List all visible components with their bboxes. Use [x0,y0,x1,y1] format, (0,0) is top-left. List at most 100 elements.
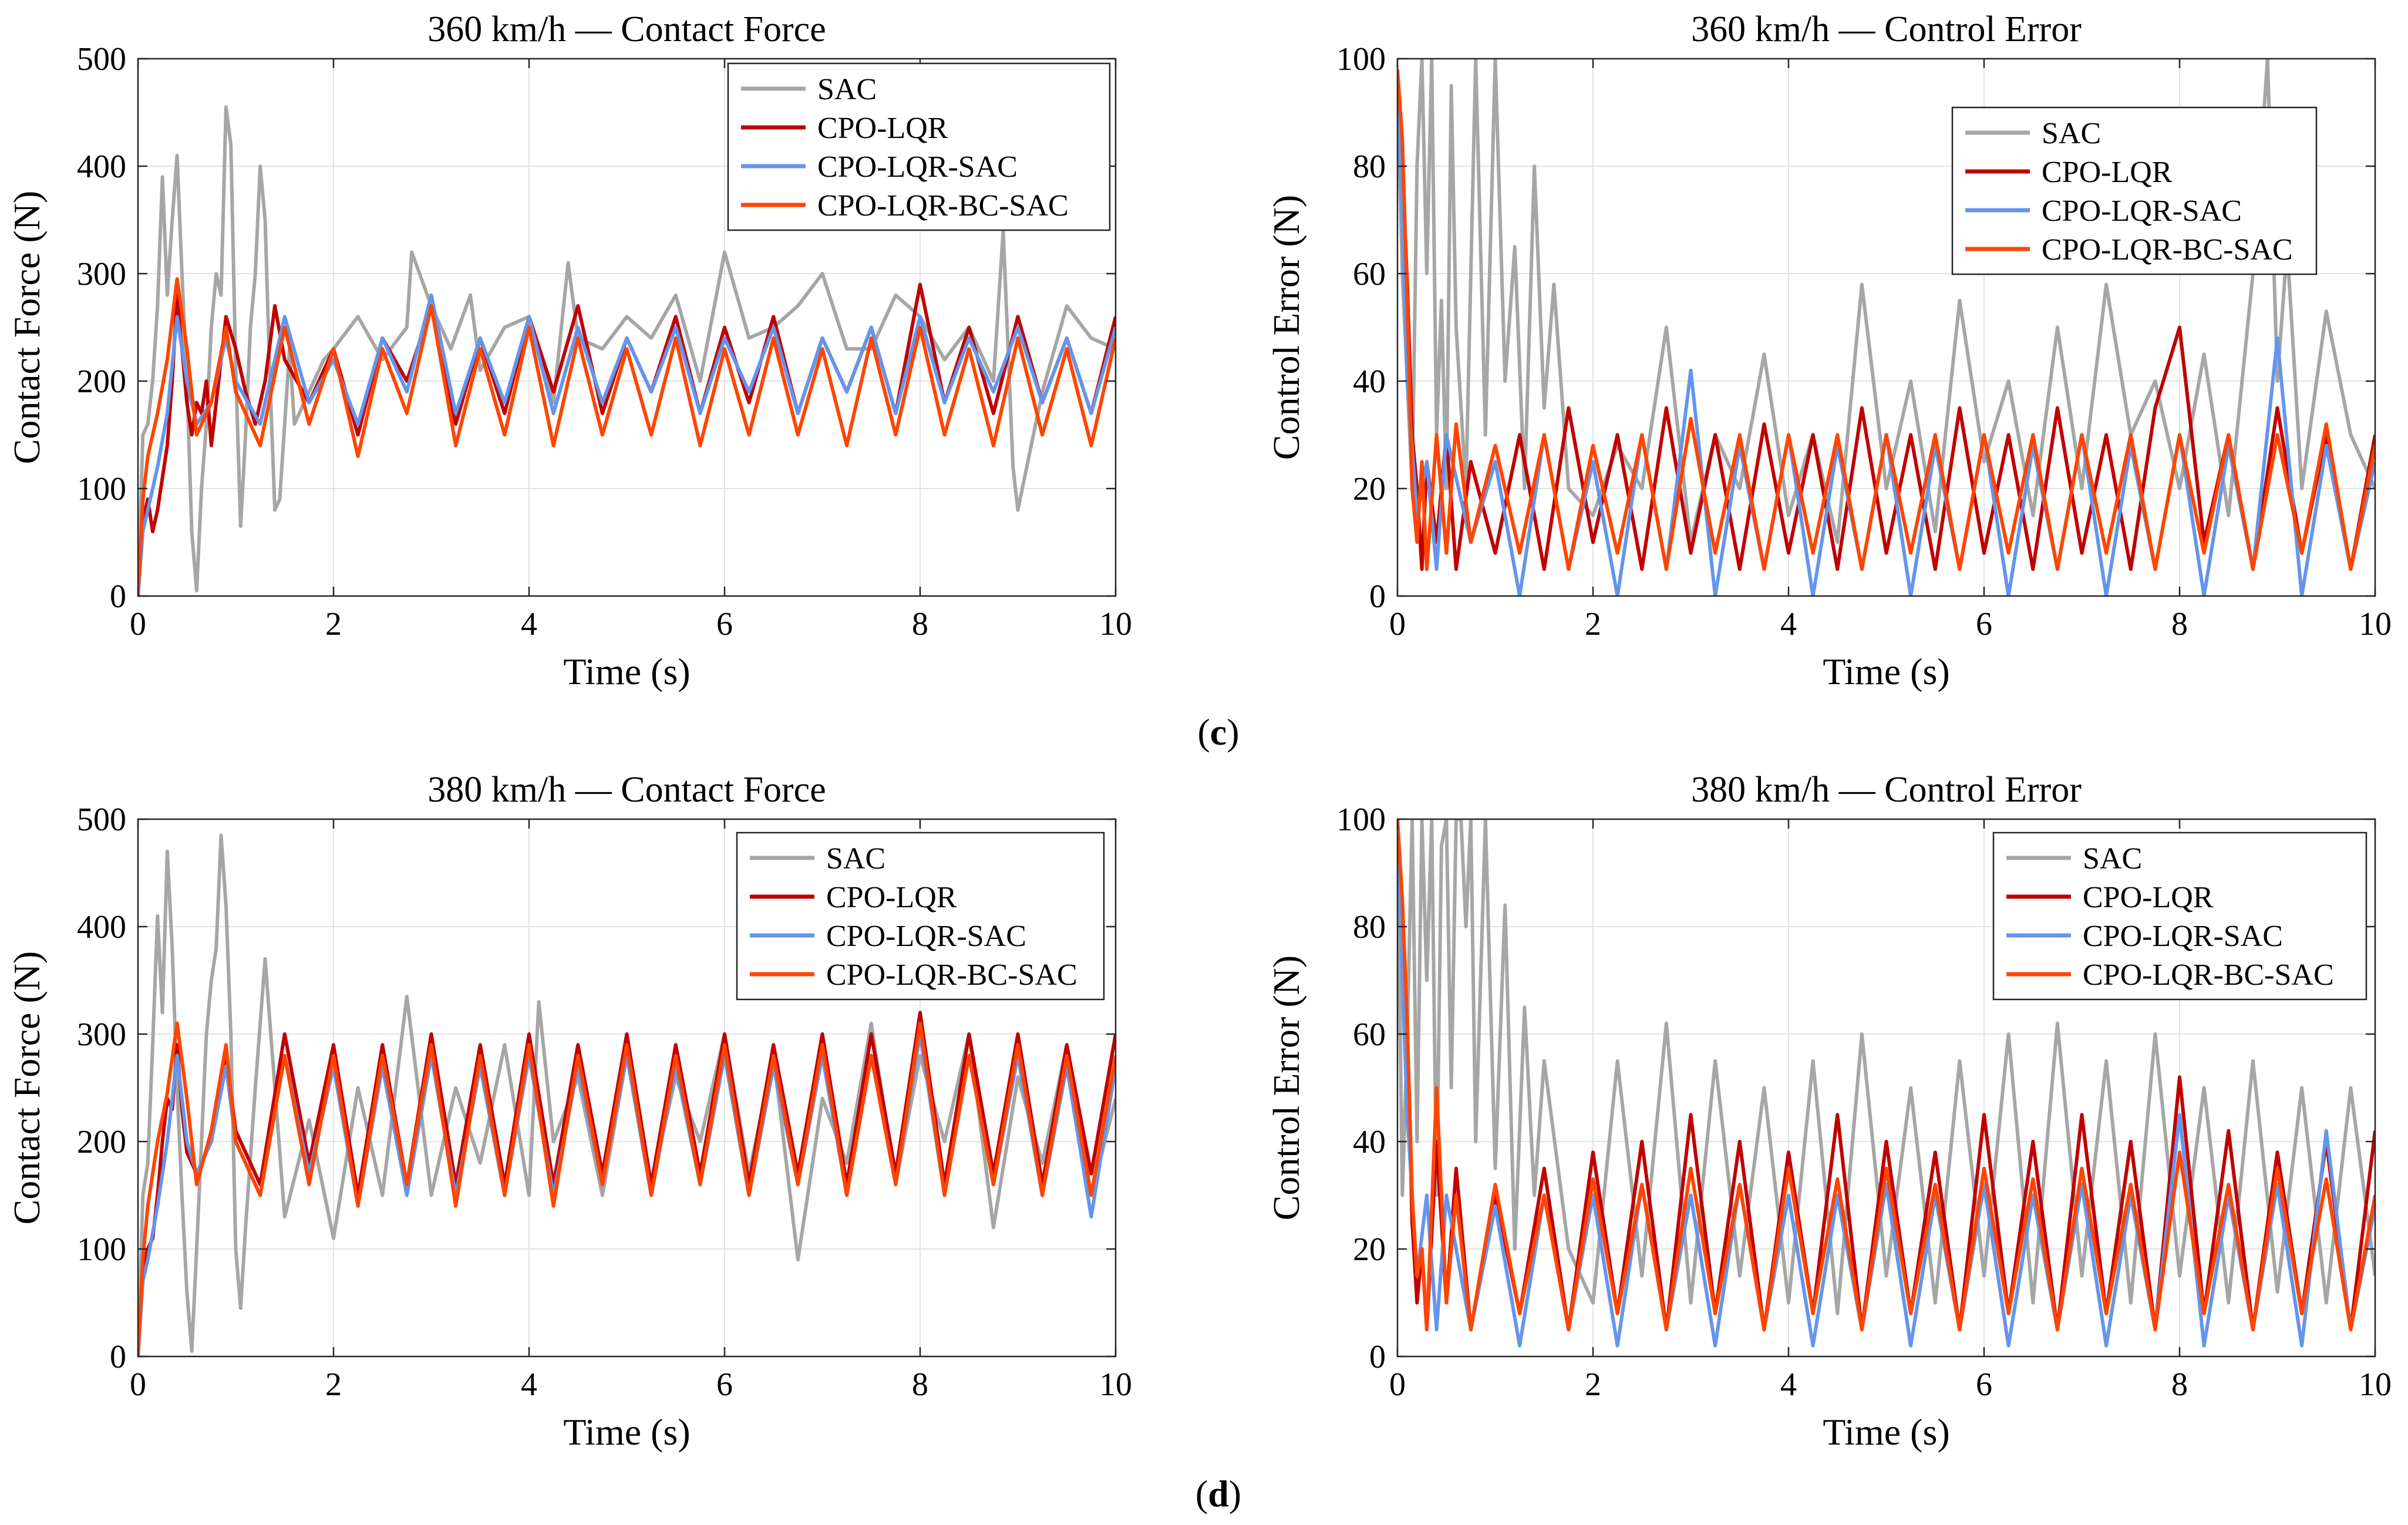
x-tick-label: 8 [912,606,928,642]
y-tick-label: 60 [1353,256,1386,292]
series-line-sac [138,833,1116,1356]
y-tick-label: 0 [1369,578,1386,615]
series-group [1397,819,2375,1348]
x-tick-label: 4 [1780,606,1797,642]
legend: SAC CPO-LQR CPO-LQR-SAC CPO-LQR-BC-SAC [727,62,1111,231]
x-tick-label: 4 [521,606,537,642]
legend-label-cpo-lqr-bc-sac: CPO-LQR-BC-SAC [817,189,1069,223]
axes-box [137,58,1117,597]
x-tick-label: 6 [1976,606,1992,642]
y-tick-label: 100 [77,1231,126,1268]
x-tick-label: 2 [1585,606,1601,642]
legend-label-cpo-lqr-sac: CPO-LQR-SAC [2042,194,2242,228]
y-tick-label: 100 [77,471,126,507]
y-tick-label: 80 [1353,909,1386,945]
y-tick-label: 100 [1336,802,1386,838]
y-tick-label: 300 [77,256,126,292]
y-tick-label: 200 [77,363,126,400]
y-tick-label: 500 [77,41,126,78]
figure-label-c: (c) [1197,711,1239,753]
legend-label-cpo-lqr-sac: CPO-LQR-SAC [826,920,1026,953]
legend-label-cpo-lqr: CPO-LQR [826,881,957,914]
y-tick-label: 0 [110,578,126,615]
x-tick-label: 2 [325,1366,342,1403]
figure-label-d: (d) [1195,1473,1241,1514]
y-tick-label: 20 [1353,471,1386,507]
y-tick-label: 20 [1353,1231,1386,1268]
legend-label-sac: SAC [817,73,877,106]
y-tick-label: 300 [77,1016,126,1053]
x-tick-label: 6 [1976,1366,1992,1403]
y-tick-label: 200 [77,1124,126,1160]
legend-label-cpo-lqr-bc-sac: CPO-LQR-BC-SAC [826,958,1077,992]
chart-title: 380 km/h — Control Error [1691,770,2082,810]
axes-box [1396,818,2376,1358]
x-tick-label: 6 [716,1366,733,1403]
legend-label-cpo-lqr: CPO-LQR [2042,156,2173,189]
y-tick-label: 400 [77,149,126,185]
axes-box [137,818,1117,1358]
legend-box [736,831,1105,1001]
y-axis-label: Control Error (N) [1265,955,1307,1220]
y-axis-label: Contact Force (N) [6,191,48,464]
x-axis-label: Time (s) [563,1411,690,1453]
series-line-cpo-lqr-bc-sac [138,1021,1116,1356]
legend-label-sac: SAC [2042,117,2101,150]
x-tick-label: 0 [1389,606,1406,642]
y-tick-label: 500 [77,802,126,838]
chart-title: 360 km/h — Contact Force [427,9,826,49]
x-tick-label: 4 [1780,1366,1797,1403]
x-tick-label: 8 [2171,1366,2188,1403]
legend-box [1992,831,2367,1001]
legend-label-sac: SAC [826,842,885,876]
x-tick-label: 10 [2359,606,2392,642]
x-tick-label: 8 [2171,606,2188,642]
x-tick-label: 10 [1099,606,1132,642]
x-tick-label: 10 [1099,1366,1132,1403]
x-tick-label: 2 [1585,1366,1601,1403]
series-group [138,833,1116,1356]
series-group [1397,59,2375,596]
x-tick-label: 0 [1389,1366,1406,1403]
x-axis-label: Time (s) [1823,1411,1949,1453]
chart-title: 360 km/h — Control Error [1691,9,2082,49]
x-tick-label: 0 [130,1366,146,1403]
y-tick-label: 400 [77,909,126,945]
legend-label-cpo-lqr-sac: CPO-LQR-SAC [817,150,1018,184]
legend: SAC CPO-LQR CPO-LQR-SAC CPO-LQR-BC-SAC [736,831,1105,1001]
legend-label-cpo-lqr-bc-sac: CPO-LQR-BC-SAC [2042,233,2293,267]
series-line-cpo-lqr-bc-sac [1397,69,2375,571]
x-tick-label: 10 [2359,1366,2392,1403]
y-tick-label: 40 [1353,1124,1386,1160]
y-tick-label: 100 [1336,41,1386,78]
legend-box [1951,106,2318,275]
y-axis-label: Contact Force (N) [6,951,48,1225]
x-tick-label: 4 [521,1366,537,1403]
series-group [138,105,1116,596]
y-tick-label: 0 [1369,1339,1386,1375]
chart-title: 380 km/h — Contact Force [427,770,826,810]
y-tick-label: 60 [1353,1016,1386,1053]
axes-box [1396,58,2376,597]
series-line-sac [1397,819,2375,1315]
legend-label-cpo-lqr: CPO-LQR [2083,881,2214,914]
legend-box [727,62,1111,231]
series-line-cpo-lqr-bc-sac [138,277,1116,596]
x-tick-label: 0 [130,606,146,642]
legend-label-cpo-lqr-bc-sac: CPO-LQR-BC-SAC [2083,958,2334,992]
x-axis-label: Time (s) [563,651,690,692]
x-tick-label: 2 [325,606,342,642]
x-axis-label: Time (s) [1823,651,1949,692]
y-tick-label: 40 [1353,363,1386,400]
series-line-cpo-lqr-bc-sac [1397,819,2375,1332]
y-tick-label: 0 [110,1339,126,1375]
x-tick-label: 8 [912,1366,928,1403]
legend: SAC CPO-LQR CPO-LQR-SAC CPO-LQR-BC-SAC [1951,106,2318,275]
legend: SAC CPO-LQR CPO-LQR-SAC CPO-LQR-BC-SAC [1992,831,2367,1001]
x-tick-label: 6 [716,606,733,642]
